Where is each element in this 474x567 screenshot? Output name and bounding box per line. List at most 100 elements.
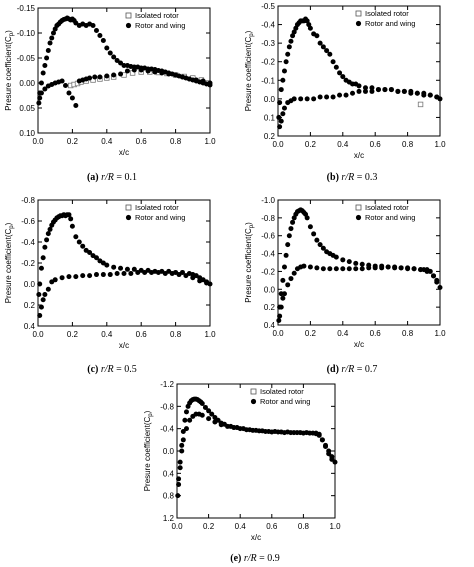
x-tick-label: 0.6 <box>370 329 382 338</box>
data-point-circle <box>340 266 346 272</box>
data-point-circle <box>162 271 168 276</box>
data-point-circle <box>42 63 48 68</box>
data-point-circle <box>38 90 44 96</box>
caption-variable: r/R <box>341 172 355 183</box>
data-point-circle <box>40 70 46 76</box>
data-point-circle <box>73 20 79 26</box>
data-point-circle <box>38 304 44 310</box>
data-point-circle <box>320 245 326 251</box>
data-point-circle <box>431 273 437 279</box>
data-point-circle <box>304 215 310 221</box>
data-point-circle <box>286 233 292 239</box>
data-point-circle <box>40 255 46 261</box>
data-point-circle <box>121 63 127 68</box>
data-point-circle <box>281 264 287 270</box>
series-isolated-rotor <box>417 101 424 108</box>
data-point-circle <box>317 94 323 100</box>
legend-label-isolated: Isolated rotor <box>365 203 409 212</box>
data-point-circle <box>100 272 106 278</box>
data-point-circle <box>169 271 175 276</box>
data-point-circle <box>291 270 297 276</box>
y-tick-label: 0.00 <box>19 79 35 88</box>
data-point-circle <box>333 266 339 272</box>
y-tick-label: -0.15 <box>17 4 36 13</box>
data-point-circle <box>392 264 398 270</box>
y-axis-subscript: p <box>249 33 255 37</box>
y-tick-label: -0.4 <box>21 238 35 247</box>
data-point-circle <box>330 94 336 100</box>
data-point-circle <box>73 234 79 240</box>
data-point-circle <box>218 422 224 428</box>
data-point-circle <box>49 35 55 41</box>
data-point-circle <box>369 88 375 94</box>
caption-variable: r/R <box>100 364 114 375</box>
data-point-circle <box>73 103 79 108</box>
data-point-circle <box>199 401 205 407</box>
data-point-circle <box>307 25 313 31</box>
data-point-circle <box>320 44 326 50</box>
data-point-circle <box>159 70 165 76</box>
data-point-circle <box>408 90 414 96</box>
data-point-circle <box>337 92 343 98</box>
y-axis-subscript: p <box>9 32 15 36</box>
data-point-circle <box>414 90 420 96</box>
data-point-circle <box>317 40 323 46</box>
data-point-circle <box>47 40 53 46</box>
data-point-circle <box>80 243 86 249</box>
data-point-circle <box>340 257 346 263</box>
data-point-circle <box>353 260 359 266</box>
series-rotor-and-wing <box>36 212 213 318</box>
data-point-circle <box>333 64 339 70</box>
x-tick-label: 0.0 <box>272 140 284 149</box>
data-point-circle <box>206 416 212 422</box>
data-point-circle <box>111 54 117 60</box>
data-point-circle <box>209 411 215 417</box>
data-point-circle <box>50 30 56 36</box>
data-point-circle <box>193 77 199 83</box>
data-point-circle <box>63 83 69 88</box>
legend-marker-isolated <box>355 10 362 17</box>
data-point-circle <box>180 437 186 443</box>
y-tick-label: -0.10 <box>17 29 36 38</box>
panel-caption-3: (c) r/R = 0.5 <box>52 364 172 375</box>
panel-caption-4: (d) r/R = 0.7 <box>292 364 412 375</box>
caption-variable: r/R <box>101 172 114 183</box>
data-point-circle <box>66 274 72 280</box>
data-point-square <box>417 101 424 108</box>
data-point-circle <box>138 67 144 73</box>
data-point-circle <box>285 282 291 288</box>
data-point-circle <box>37 281 43 287</box>
data-point-circle <box>190 275 196 281</box>
data-point-circle <box>177 465 183 471</box>
data-point-circle <box>73 274 79 280</box>
y-axis-close-paren: ) <box>143 410 152 413</box>
x-tick-label: 0.2 <box>67 330 79 339</box>
data-point-circle <box>206 408 212 414</box>
data-point-circle <box>285 242 291 248</box>
x-tick-label: 0.4 <box>337 329 349 338</box>
data-point-circle <box>200 78 206 84</box>
plot-frame <box>277 5 441 137</box>
data-point-circle <box>152 69 158 75</box>
data-point-circle <box>329 456 335 462</box>
data-point-circle <box>176 272 182 278</box>
y-axis-close-paren: ) <box>244 222 253 225</box>
x-tick-label: 1.0 <box>204 330 216 339</box>
data-point-circle <box>124 266 130 272</box>
data-point-circle <box>385 264 391 270</box>
data-point-circle <box>372 265 378 271</box>
legend-label-isolated: Isolated rotor <box>365 9 409 18</box>
data-point-circle <box>301 263 307 269</box>
data-point-circle <box>118 60 124 66</box>
data-point-circle <box>149 269 155 275</box>
data-point-circle <box>362 88 368 94</box>
data-point-circle <box>401 88 407 94</box>
data-point-circle <box>346 266 352 272</box>
data-point-circle <box>437 285 443 290</box>
caption-value: = 0.3 <box>354 172 378 183</box>
data-point-circle <box>66 90 72 96</box>
data-point-circle <box>283 252 289 258</box>
data-point-circle <box>411 266 417 272</box>
y-axis-close-paren: ) <box>4 222 13 225</box>
